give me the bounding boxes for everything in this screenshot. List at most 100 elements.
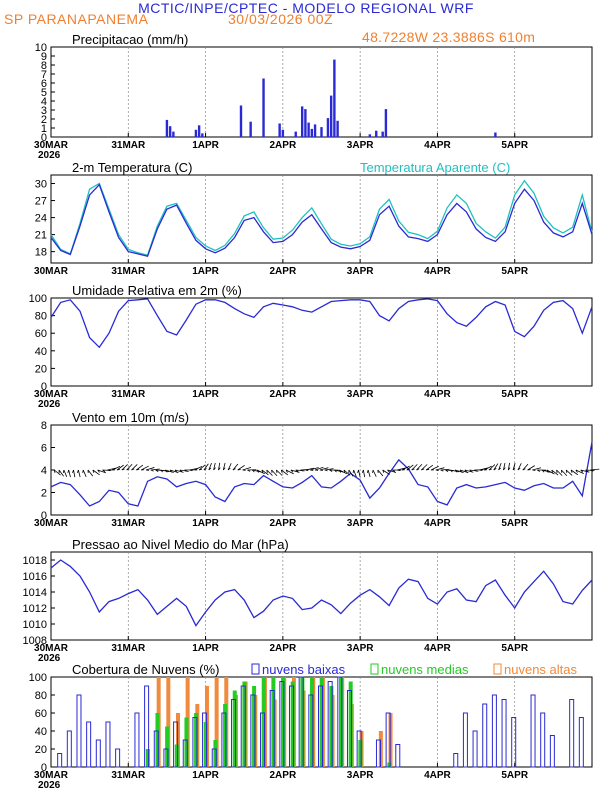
cloud-bar-nuvens-baixas [173,721,179,768]
wind-arrow-head [440,469,444,472]
cloud-bar-nuvens-baixas [453,753,459,768]
wind-arrow [440,468,450,471]
wind-arrow [170,469,179,474]
cloud-bar-nuvens-baixas [240,685,246,768]
wind-arrow-head [116,468,121,471]
cloud-legend-swatch [370,663,379,675]
wind-arrow-head [464,469,468,473]
wind-arrow [372,469,377,477]
wind-arrow [324,468,334,471]
wind-arrow-head [570,469,573,473]
clouds-y-tick-label: 100 [29,672,47,684]
wind-arrow [503,462,506,471]
wind-arrow [131,464,138,471]
wind-y-tick-label: 0 [41,510,47,522]
wind-arrow [310,467,319,471]
wind-arrow [150,468,160,471]
wind-arrow-head [150,469,154,472]
wind-arrow [387,469,397,473]
precip-y-tick-label: 2 [41,114,47,126]
temp-y-tick-label: 21 [35,230,47,242]
wind-arrow [126,463,133,471]
precip-bar [368,134,372,137]
wind-arrow [232,463,239,471]
wind-arrow-head [338,469,342,473]
precip-bar [172,131,175,137]
precip-y-tick-label: 3 [41,105,47,117]
cloud-bar-nuvens-baixas [346,690,352,768]
wind-arrow [261,469,269,476]
clouds-marks [57,676,584,768]
wind-arrow-head [199,468,203,471]
wind-arrow [507,462,511,471]
cloud-bar-nuvens-baixas [269,690,275,768]
wind-arrow [517,463,522,471]
pressure-y-tick-label: 1016 [23,571,47,583]
wind-arrow-head [305,469,309,472]
cloud-bar-nuvens-baixas [385,712,391,768]
wind-arrow-head [537,469,541,472]
temp-x-tick-label: 3APR [347,266,374,277]
wind-arrow [512,462,516,471]
wind-arrow-head [426,468,430,471]
wind-arrow [63,469,68,477]
rh-x-tick-label: 1APR [192,389,219,400]
wind-arrow [546,469,555,475]
cloud-bar-nuvens-baixas [289,685,295,768]
wind-arrow-head [421,468,425,471]
precip-bar [294,131,297,137]
clouds-x-tick-label: 5APR [501,770,528,781]
rh-x-tick-label: 2APR [270,389,297,400]
cloud-bar-nuvens-medias [203,722,208,767]
cloud-legend-swatch [251,663,260,675]
wind-arrow-head [416,468,420,471]
wind-arrow [140,465,149,471]
cloud-bar-nuvens-medias [339,677,344,767]
wind-arrow [271,469,278,477]
temp-series-line [50,179,593,256]
wind-arrow [213,462,216,471]
cloud-bar-nuvens-medias [155,713,160,767]
wind-arrow-head [256,469,259,473]
wind-arrow-head [366,469,369,473]
wind-arrow [397,467,406,471]
wind-arrow [227,463,232,471]
pressure-frame [50,551,593,641]
rh-y-tick-label: 40 [35,346,47,358]
cloud-bar-nuvens-baixas [76,694,82,768]
precip-bar [329,95,333,137]
wind-arrow [479,467,489,471]
wind-arrow-head [450,469,453,473]
clouds-year-label: 2026 [38,780,61,791]
wind-x-tick-label: 2APR [270,518,297,529]
wind-arrow [406,464,414,471]
wind-arrow-head [512,467,516,471]
wind-arrow [401,465,410,471]
wind-arrow-head [361,469,364,473]
wind-arrow-head [411,468,415,471]
cloud-bar-nuvens-baixas [163,748,169,768]
wind-arrow [421,464,428,471]
wind-arrow-head [227,467,231,471]
wind-arrow-head [179,469,183,473]
rh-x-tick-label: 30MAR [34,389,69,400]
wind-arrow-head [285,469,288,473]
wind-arrow-head [160,469,163,473]
temp-x-tick-label: 30MAR [34,266,69,277]
cloud-bar-nuvens-baixas [578,717,584,768]
rh-x-tick-label: 31MAR [111,389,146,400]
wind-arrow-head [397,469,401,471]
cloud-bar-nuvens-medias [213,740,218,767]
wind-arrow-head [503,467,506,471]
wind-arrow [551,469,559,476]
precip-y-tick-label: 5 [41,87,47,99]
wind-arrow [416,463,423,471]
cloud-bar-nuvens-medias [348,681,353,767]
wind-arrow-head [72,469,74,473]
clouds-y-tick-label: 80 [35,690,47,702]
wind-title: Vento em 10m (m/s) [72,410,189,425]
wind-arrow [121,464,128,471]
wind-arrow-head [261,469,264,473]
wind-arrow [266,469,273,476]
precip-bar [494,132,497,137]
